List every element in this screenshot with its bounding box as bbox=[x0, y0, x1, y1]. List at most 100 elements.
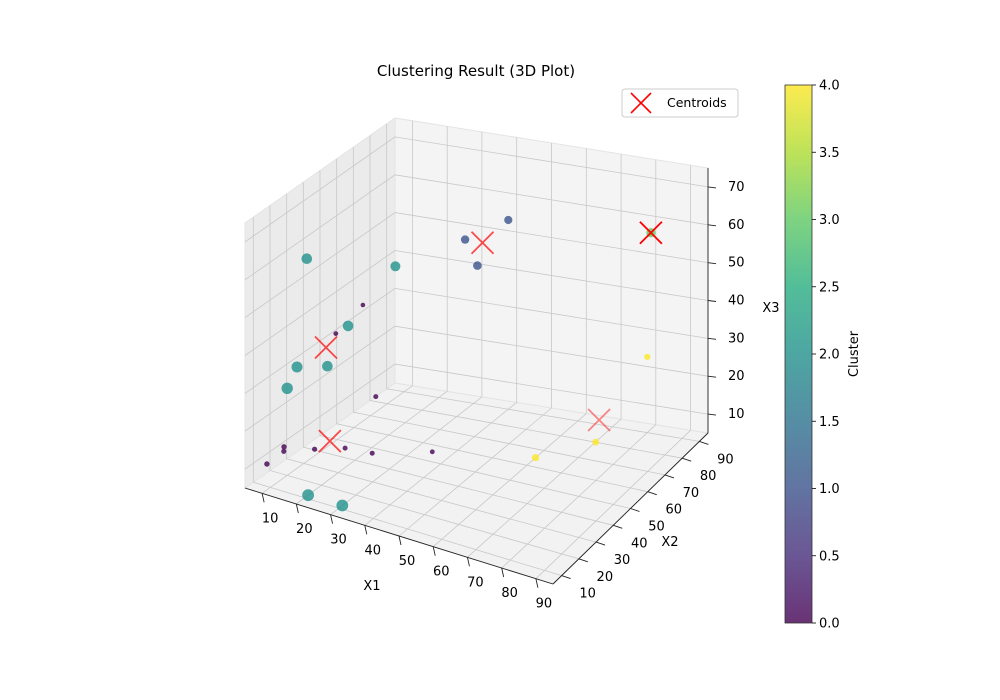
x-tick-label: 90 bbox=[536, 597, 553, 612]
data-point-cluster-4 bbox=[531, 454, 540, 462]
data-point-cluster-1 bbox=[473, 261, 482, 270]
z-gridline bbox=[244, 363, 709, 470]
y-gridline bbox=[302, 182, 614, 526]
y-tick-mark bbox=[699, 440, 709, 445]
x-tick-label: 60 bbox=[433, 565, 450, 580]
x-tick-mark bbox=[535, 578, 539, 588]
y-tick-mark bbox=[595, 541, 606, 546]
colorbar-gradient bbox=[784, 84, 813, 624]
data-point-cluster-0 bbox=[281, 444, 287, 450]
z-tick-label: 40 bbox=[728, 294, 745, 309]
y-tick-mark bbox=[682, 457, 692, 462]
y-tick-mark bbox=[630, 508, 640, 512]
z-gridline bbox=[244, 212, 709, 318]
y-gridline bbox=[286, 193, 597, 543]
colorbar: 0.0 0.5 1.0 1.5 2.0 2.5 3.0 3.5 4.0 Cluster bbox=[784, 79, 862, 632]
data-point-cluster-0 bbox=[281, 448, 287, 454]
y-axis-label: X2 bbox=[661, 535, 678, 550]
x-tick-mark bbox=[295, 503, 299, 514]
x-tick-label: 20 bbox=[296, 522, 313, 537]
z-gridline bbox=[244, 250, 709, 356]
centroid-marker bbox=[314, 335, 338, 360]
y-tick-label: 30 bbox=[614, 553, 631, 568]
y-tick-label: 50 bbox=[648, 520, 665, 535]
data-point-cluster-2 bbox=[291, 361, 303, 373]
data-point-cluster-0 bbox=[342, 445, 348, 451]
colorbar-tick-label: 3.5 bbox=[819, 146, 840, 161]
colorbar-tick-label: 2.0 bbox=[819, 348, 840, 363]
z-tick-label: 20 bbox=[728, 369, 745, 384]
z-axis-label: X3 bbox=[762, 301, 779, 316]
y-gridline bbox=[319, 170, 631, 509]
data-point-cluster-2 bbox=[302, 489, 314, 502]
data-point-cluster-0 bbox=[264, 461, 270, 467]
z-gridline bbox=[244, 325, 709, 432]
x-gridline bbox=[296, 126, 448, 505]
z-tick-mark bbox=[707, 224, 717, 227]
z-tick-mark bbox=[707, 262, 717, 265]
x-gridline bbox=[364, 137, 518, 526]
data-point-cluster-2 bbox=[390, 261, 401, 272]
z-gridline bbox=[244, 174, 709, 281]
y-tick-label: 60 bbox=[665, 503, 682, 518]
colorbar-tick-label: 0.5 bbox=[819, 549, 840, 564]
x-tick-mark bbox=[261, 493, 265, 503]
z-tick-mark bbox=[707, 186, 717, 189]
x-tick-mark bbox=[364, 525, 368, 535]
data-point-cluster-0 bbox=[312, 446, 318, 452]
grid-lines bbox=[244, 120, 709, 579]
data-point-cluster-2 bbox=[301, 253, 313, 264]
data-point-cluster-0 bbox=[360, 302, 366, 308]
legend-box bbox=[621, 88, 739, 118]
z-tick-mark bbox=[707, 300, 717, 302]
y-tick-label: 10 bbox=[579, 587, 596, 602]
y-tick-mark bbox=[613, 524, 623, 529]
centroid-stroke bbox=[470, 231, 495, 255]
colorbar-tick-label: 2.5 bbox=[819, 280, 840, 295]
x-gridline bbox=[535, 165, 691, 579]
data-point-cluster-4 bbox=[592, 438, 600, 446]
z-tick-label: 70 bbox=[728, 180, 745, 195]
centroid-stroke bbox=[587, 408, 611, 432]
x-gridline bbox=[398, 143, 552, 537]
data-marks bbox=[264, 215, 663, 512]
y-tick-label: 90 bbox=[717, 452, 734, 467]
tick-labels: 1020304050607080901020304050607080901020… bbox=[262, 180, 745, 612]
z-gridline bbox=[244, 136, 709, 243]
data-point-cluster-2 bbox=[322, 360, 333, 372]
y-gridline bbox=[369, 135, 683, 459]
legend-centroid-marker bbox=[630, 92, 652, 114]
y-tick-label: 80 bbox=[700, 469, 717, 484]
centroid-stroke bbox=[587, 408, 611, 432]
centroid-stroke bbox=[318, 429, 342, 453]
legend: Centroids bbox=[621, 88, 739, 118]
y-tick-mark bbox=[578, 558, 588, 563]
x-tick-label: 80 bbox=[501, 586, 518, 601]
colorbar-label: Cluster bbox=[847, 330, 862, 377]
data-point-cluster-1 bbox=[460, 235, 470, 244]
y-tick-label: 40 bbox=[631, 536, 648, 551]
centroid-marker bbox=[318, 429, 342, 453]
y-gridline bbox=[352, 147, 665, 476]
y-gridline bbox=[386, 123, 700, 442]
y-gridline bbox=[336, 158, 648, 493]
y-gridline bbox=[269, 205, 579, 560]
x-gridline bbox=[501, 159, 657, 569]
y-tick-mark bbox=[647, 491, 657, 496]
x-tick-label: 30 bbox=[330, 533, 347, 548]
z-tick-mark bbox=[707, 413, 717, 416]
x-tick-mark bbox=[501, 567, 505, 578]
data-point-cluster-0 bbox=[333, 331, 339, 336]
colorbar-tick-label: 1.0 bbox=[819, 482, 840, 497]
data-point-cluster-0 bbox=[373, 394, 379, 400]
x-tick-mark bbox=[398, 535, 402, 546]
data-point-cluster-2 bbox=[342, 320, 354, 332]
x-gridline bbox=[330, 131, 483, 516]
x-gridline bbox=[432, 148, 587, 548]
centroid-stroke bbox=[639, 221, 663, 245]
colorbar-ticks: 0.0 0.5 1.0 1.5 2.0 2.5 3.0 3.5 4.0 bbox=[812, 79, 840, 632]
z-gridline bbox=[244, 287, 709, 394]
data-point-cluster-0 bbox=[369, 450, 375, 456]
x-tick-label: 50 bbox=[399, 554, 416, 569]
